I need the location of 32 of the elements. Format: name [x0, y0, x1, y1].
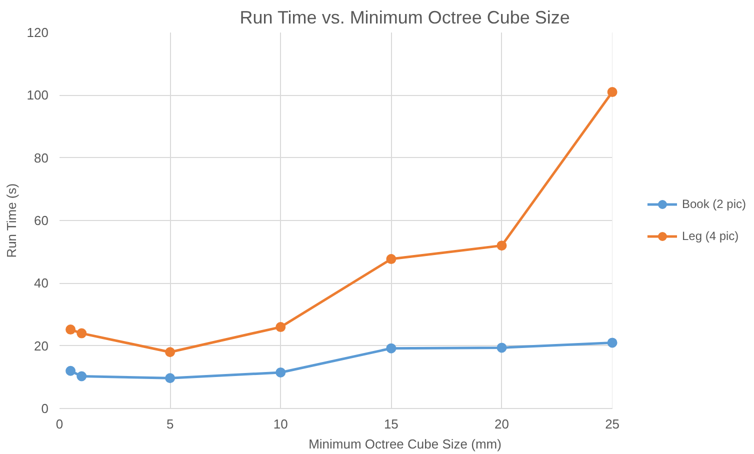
y-tick-label: 20	[34, 338, 49, 354]
y-tick-label: 80	[34, 150, 49, 166]
point	[276, 367, 286, 378]
x-tick-label: 0	[56, 416, 64, 432]
x-tick-label: 5	[166, 416, 174, 432]
y-axis-title: Run Time (s)	[4, 183, 19, 258]
point	[607, 338, 618, 348]
point	[66, 366, 76, 376]
x-axis-title: Minimum Octree Cube Size (mm)	[308, 436, 502, 452]
y-tick-label: 40	[34, 276, 49, 291]
point	[607, 87, 618, 98]
point	[165, 347, 176, 358]
y-tick-label: 100	[26, 88, 49, 103]
point	[165, 373, 176, 384]
legend-label: Book (2 pic)	[682, 197, 746, 211]
point	[276, 322, 286, 332]
x-tick-label: 20	[494, 416, 509, 432]
legend-label: Leg (4 pic)	[682, 229, 739, 243]
x-tick-label: 25	[605, 416, 620, 432]
point	[76, 371, 87, 382]
point	[386, 343, 396, 354]
point	[386, 254, 396, 264]
point	[496, 342, 507, 353]
point	[496, 240, 507, 251]
y-tick-label: 120	[26, 25, 49, 40]
y-tick-label: 0	[41, 401, 49, 416]
x-tick-label: 15	[384, 416, 398, 432]
chart-title: Run Time vs. Minimum Octree Cube Size	[240, 8, 570, 28]
point	[76, 328, 87, 338]
y-tick-label: 60	[34, 213, 49, 228]
x-tick-label: 10	[273, 416, 288, 432]
point	[66, 324, 76, 335]
